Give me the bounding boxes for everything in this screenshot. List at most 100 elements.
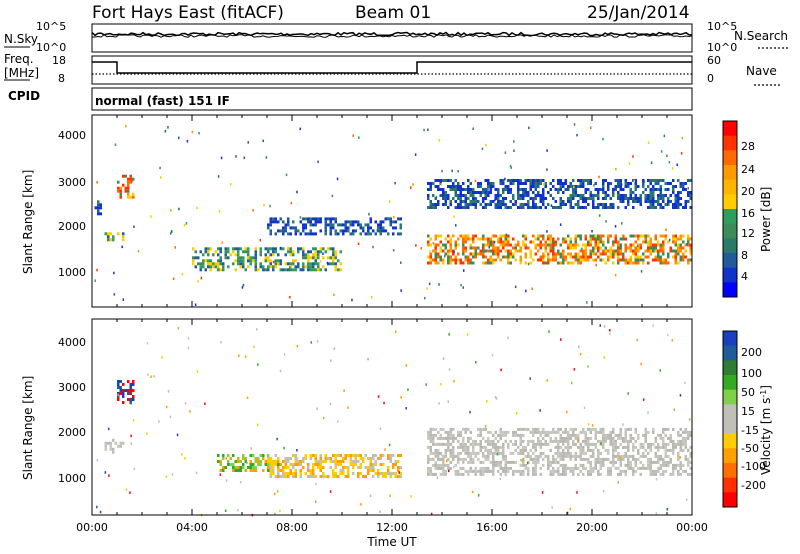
data-cell bbox=[519, 433, 522, 437]
data-cell bbox=[544, 454, 547, 458]
data-cell bbox=[302, 247, 305, 251]
data-speckle bbox=[587, 423, 590, 426]
data-cell bbox=[627, 182, 630, 185]
data-cell bbox=[537, 185, 540, 188]
data-cell bbox=[554, 430, 557, 434]
data-cell bbox=[509, 200, 512, 203]
data-cell bbox=[282, 247, 285, 251]
data-cell bbox=[517, 243, 520, 247]
data-cell bbox=[624, 182, 627, 185]
data-speckle bbox=[150, 375, 152, 378]
data-cell bbox=[542, 252, 545, 256]
time-axis-ticks bbox=[91, 115, 693, 515]
data-cell bbox=[347, 454, 350, 457]
data-cell bbox=[492, 249, 495, 253]
data-cell bbox=[207, 250, 210, 254]
data-cell bbox=[459, 445, 462, 449]
data-cell bbox=[237, 469, 240, 472]
colorbar-swatch bbox=[723, 238, 737, 254]
data-cell bbox=[487, 249, 490, 253]
data-cell bbox=[274, 220, 277, 224]
data-cell bbox=[604, 439, 607, 443]
data-cell bbox=[307, 232, 310, 236]
data-cell bbox=[569, 252, 572, 256]
data-cell bbox=[437, 200, 440, 203]
data-cell bbox=[594, 427, 597, 431]
data-speckle bbox=[398, 471, 400, 474]
data-cell bbox=[687, 463, 690, 467]
data-cell bbox=[132, 389, 135, 392]
data-cell bbox=[499, 472, 502, 476]
data-speckle bbox=[274, 492, 276, 496]
colorbar-swatch bbox=[723, 492, 737, 508]
data-cell bbox=[292, 472, 295, 475]
data-cell bbox=[279, 463, 282, 466]
data-cell bbox=[447, 249, 450, 253]
data-cell bbox=[507, 252, 510, 256]
data-cell bbox=[342, 469, 345, 472]
data-cell bbox=[122, 392, 125, 395]
data-cell bbox=[619, 185, 622, 188]
data-cell bbox=[567, 436, 570, 440]
data-cell bbox=[289, 457, 292, 460]
data-cell bbox=[349, 457, 352, 460]
data-speckle bbox=[591, 424, 594, 427]
data-speckle bbox=[595, 263, 597, 267]
data-cell bbox=[454, 191, 457, 194]
data-cell bbox=[342, 472, 345, 475]
data-cell bbox=[682, 234, 685, 238]
data-cell bbox=[499, 451, 502, 455]
data-speckle bbox=[436, 476, 439, 479]
data-cell bbox=[657, 197, 660, 200]
data-speckle bbox=[668, 203, 670, 206]
data-cell bbox=[614, 448, 617, 452]
data-cell bbox=[217, 259, 220, 263]
data-cell bbox=[589, 430, 592, 434]
data-cell bbox=[439, 451, 442, 455]
data-cell bbox=[684, 203, 687, 206]
xtick-5: 20:00 bbox=[576, 521, 608, 534]
data-cell bbox=[489, 191, 492, 194]
data-cell bbox=[534, 246, 537, 250]
data-cell bbox=[127, 380, 130, 383]
data-cell bbox=[487, 439, 490, 443]
data-cell bbox=[689, 191, 692, 194]
data-cell bbox=[464, 197, 467, 200]
data-cell bbox=[562, 237, 565, 241]
data-cell bbox=[489, 243, 492, 247]
data-cell bbox=[492, 466, 495, 470]
data-cell bbox=[617, 252, 620, 256]
data-cell bbox=[619, 237, 622, 241]
data-cell bbox=[267, 226, 270, 230]
data-cell bbox=[119, 441, 122, 445]
data-cell bbox=[492, 460, 495, 464]
data-cell bbox=[652, 469, 655, 473]
data-cell bbox=[237, 259, 240, 263]
power-ytick-1000: 1000 bbox=[58, 266, 86, 279]
data-cell bbox=[512, 197, 515, 200]
data-cell bbox=[534, 445, 537, 449]
data-speckle bbox=[453, 465, 455, 469]
data-cell bbox=[622, 188, 625, 191]
data-cell bbox=[489, 442, 492, 446]
data-cell bbox=[519, 472, 522, 476]
colorbar-swatch bbox=[723, 477, 737, 493]
data-cell bbox=[632, 448, 635, 452]
data-cell bbox=[364, 232, 367, 236]
data-cell bbox=[457, 185, 460, 188]
data-speckle bbox=[250, 447, 252, 450]
data-cell bbox=[444, 200, 447, 203]
data-cell bbox=[594, 430, 597, 434]
data-cell bbox=[532, 234, 535, 238]
data-cell bbox=[439, 457, 442, 461]
data-cell bbox=[349, 463, 352, 466]
data-cell bbox=[494, 258, 497, 262]
data-cell bbox=[597, 237, 600, 241]
data-cell bbox=[657, 255, 660, 259]
data-cell bbox=[487, 436, 490, 440]
data-speckle bbox=[668, 238, 671, 242]
data-cell bbox=[602, 243, 605, 247]
data-cell bbox=[557, 427, 560, 431]
data-cell bbox=[477, 433, 480, 437]
data-cell bbox=[499, 203, 502, 206]
